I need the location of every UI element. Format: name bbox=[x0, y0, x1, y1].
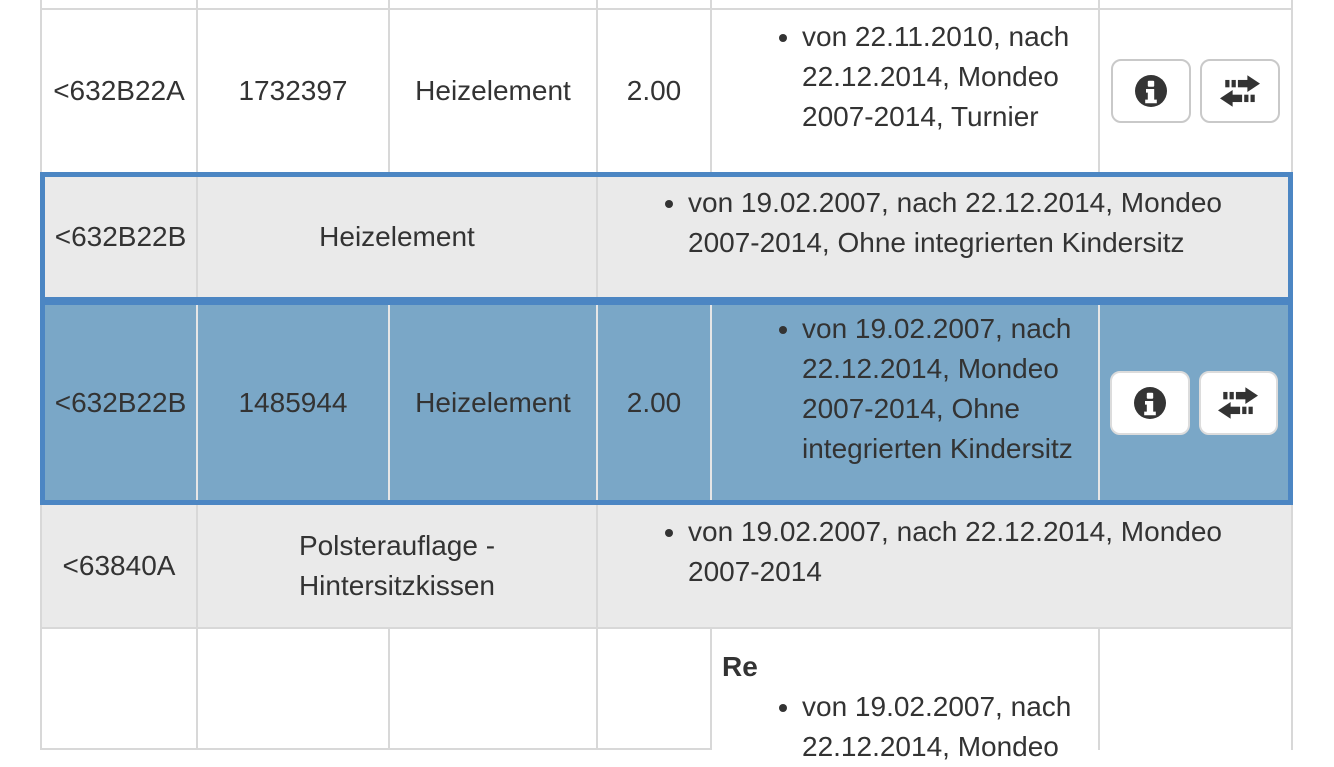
info-button[interactable] bbox=[1111, 59, 1191, 123]
actions-cell bbox=[1100, 305, 1288, 500]
applicability-note: von 19.02.2007, nach 22.12.2014, Mondeo bbox=[802, 687, 1071, 767]
notes-cell: von 19.02.2007, nach 22.12.2014, Mondeo … bbox=[598, 177, 1288, 297]
quantity-cell bbox=[598, 0, 712, 8]
description-cell bbox=[390, 0, 598, 8]
actions-cell bbox=[1100, 10, 1293, 172]
part-code-cell: <632B22B bbox=[45, 177, 198, 297]
description-cell bbox=[390, 629, 598, 750]
description-cell: Heizelement bbox=[198, 177, 598, 297]
info-button[interactable] bbox=[1110, 370, 1190, 435]
quantity-cell: 2.00 bbox=[598, 10, 712, 172]
quantity-cell bbox=[598, 629, 712, 750]
applicability-note: von 19.02.2007, nach 22.12.2014, Mondeo … bbox=[688, 183, 1222, 263]
description-cell: Heizelement bbox=[390, 305, 598, 500]
part-code-cell bbox=[42, 0, 198, 8]
notes-cell bbox=[712, 0, 1100, 8]
quantity-cell: 2.00 bbox=[598, 305, 712, 500]
note-heading: Re bbox=[722, 651, 758, 682]
actions-cell bbox=[1100, 0, 1293, 8]
part-number-cell bbox=[198, 0, 390, 8]
part-number-cell: 1485944 bbox=[198, 305, 390, 500]
applicability-note: von 19.02.2007, nach 22.12.2014, Mondeo … bbox=[802, 309, 1073, 469]
part-code-cell bbox=[42, 629, 198, 750]
part-row-632B22A[interactable]: <632B22A 1732397 Heizelement 2.00 von 22… bbox=[40, 10, 1293, 172]
description-cell: Polsterauflage - Hintersitzkissen bbox=[198, 505, 598, 627]
notes-cell: von 19.02.2007, nach 22.12.2014, Mondeo … bbox=[712, 305, 1100, 500]
applicability-note: von 19.02.2007, nach 22.12.2014, Mondeo … bbox=[688, 512, 1222, 592]
description-cell: Heizelement bbox=[390, 10, 598, 172]
part-group-row-632B22B-selected[interactable]: <632B22B Heizelement von 19.02.2007, nac… bbox=[40, 172, 1293, 301]
info-icon bbox=[1135, 75, 1167, 107]
notes-cell: von 19.02.2007, nach 22.12.2014, Mondeo … bbox=[598, 505, 1293, 627]
part-code-cell: <632B22B bbox=[45, 305, 198, 500]
part-number-cell: 1732397 bbox=[198, 10, 390, 172]
info-icon bbox=[1133, 386, 1166, 419]
part-row-continuation[interactable]: Re von 19.02.2007, nach 22.12.2014, Mond… bbox=[40, 629, 1293, 762]
exchange-icon bbox=[1220, 75, 1260, 107]
applicability-note: von 22.11.2010, nach 22.12.2014, Mondeo … bbox=[802, 17, 1069, 137]
part-number-cell bbox=[198, 629, 390, 750]
parts-table: <632B22A 1732397 Heizelement 2.00 von 22… bbox=[40, 0, 1293, 762]
exchange-button[interactable] bbox=[1198, 370, 1278, 435]
part-code-cell: <63840A bbox=[42, 505, 198, 627]
part-group-row-63840A[interactable]: <63840A Polsterauflage - Hintersitzkisse… bbox=[40, 505, 1293, 629]
part-code-cell: <632B22A bbox=[42, 10, 198, 172]
actions-cell bbox=[1100, 629, 1293, 750]
exchange-icon bbox=[1218, 386, 1259, 419]
part-row-632B22B-selected[interactable]: <632B22B 1485944 Heizelement 2.00 von 19… bbox=[40, 301, 1293, 505]
notes-cell: von 22.11.2010, nach 22.12.2014, Mondeo … bbox=[712, 10, 1100, 172]
part-row-partial[interactable] bbox=[40, 0, 1293, 10]
exchange-button[interactable] bbox=[1200, 59, 1280, 123]
notes-cell: Re von 19.02.2007, nach 22.12.2014, Mond… bbox=[712, 629, 1100, 762]
